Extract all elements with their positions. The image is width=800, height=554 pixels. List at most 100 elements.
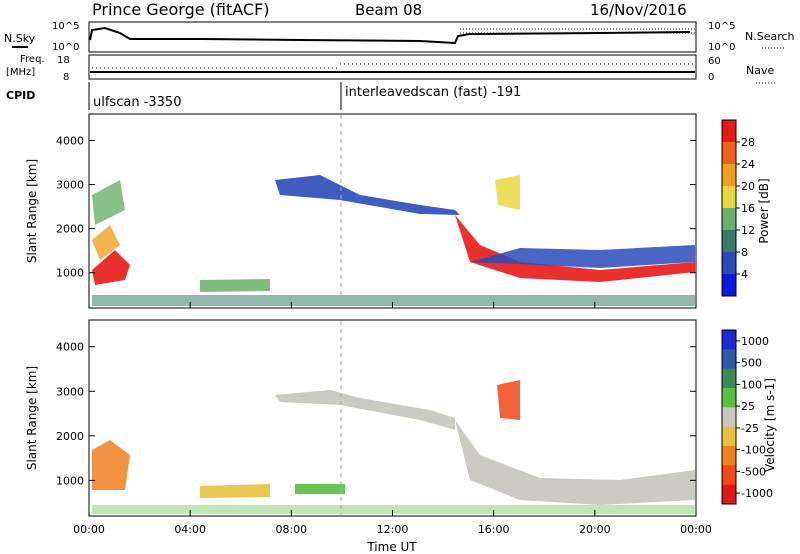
velocity-colorbar-frame: [721, 329, 737, 505]
velocity-colorbar-swatch: [722, 484, 736, 505]
power-colorbar-swatch: [722, 142, 736, 165]
velocity-xtick-label: 20:00: [579, 523, 611, 536]
power-ytick-label: 4000: [56, 134, 84, 147]
power-colorbar-tick-label: 4: [741, 268, 748, 281]
velocity-colorbar-tick-label: -100: [741, 444, 766, 457]
power-echo-region: [275, 175, 460, 215]
freq-tick-low: 8: [63, 72, 69, 83]
power-colorbar-tick-label: 28: [741, 136, 755, 149]
nsky-tick-high: 10^5: [52, 21, 79, 32]
power-colorbar-swatch: [722, 186, 736, 209]
station-title: Prince George (fitACF): [92, 0, 270, 19]
velocity-colorbar-swatch: [722, 368, 736, 389]
velocity-colorbar-swatch: [722, 446, 736, 466]
velocity-colorbar-swatch: [722, 465, 736, 486]
nsearch-tick-high: 10^5: [708, 21, 735, 32]
velocity-colorbar-swatch: [722, 388, 736, 408]
power-colorbar-tick-label: 20: [741, 180, 755, 193]
velocity-xtick-label: 08:00: [275, 523, 307, 536]
nsky-tick-low: 10^0: [52, 42, 79, 53]
power-echo-region: [495, 175, 520, 210]
freq-tick-high: 18: [57, 55, 70, 66]
power-colorbar-tick-label: 24: [741, 158, 755, 171]
power-ytick-label: 1000: [56, 267, 84, 280]
velocity-ytick-label: 1000: [56, 474, 84, 487]
velocity-ytick-label: 2000: [56, 430, 84, 443]
velocity-echo-region: [497, 380, 520, 420]
power-echo-region: [92, 250, 130, 285]
power-colorbar-tick-label: 16: [741, 202, 755, 215]
velocity-x-ticks: 00:00 04:00 08:00 12:00 16:00 20:00 00:00: [73, 302, 712, 536]
beam-label: Beam 08: [355, 1, 422, 19]
velocity-colorbar-tick-label: 100: [741, 378, 762, 391]
velocity-colorbar-tick-label: 1000: [741, 335, 769, 348]
velocity-ytick-label: 3000: [56, 385, 84, 398]
velocity-echo-region: [92, 440, 130, 490]
power-panel: Slant Range [km] 1000 2000 3000 4000 4 8 12 16…: [25, 113, 771, 309]
power-echo-region: [455, 215, 695, 282]
velocity-xtick-label: 16:00: [478, 523, 510, 536]
cpid-label: CPID: [6, 89, 35, 102]
velocity-xtick-label: 00:00: [73, 523, 105, 536]
velocity-y-ticks: 1000 2000 3000 4000: [56, 341, 696, 487]
velocity-colorbar-tick-label: 25: [741, 400, 755, 413]
power-colorbar-swatch: [722, 164, 736, 187]
power-colorbar-swatch: [722, 274, 736, 297]
velocity-xlabel: Time UT: [366, 540, 417, 554]
power-colorbar-tick-label: 12: [741, 224, 755, 237]
noise-strip: N.Sky 10^5 10^0 10^5 10^0 N.Search: [4, 21, 795, 53]
power-echo-region: [470, 245, 695, 268]
velocity-colorbar-swatch: [722, 407, 736, 428]
velocity-colorbar-swatch: [722, 330, 736, 350]
cpid-strip: CPID ulfscan -3350 interleavedscan (fast…: [6, 82, 521, 110]
velocity-colorbar-tick-label: 500: [741, 357, 762, 370]
velocity-colorbar-swatch: [722, 349, 736, 370]
power-colorbar-tick-label: 8: [741, 246, 748, 259]
nsearch-trace: [460, 28, 695, 34]
power-colorbar-swatch: [722, 120, 736, 143]
nsearch-tick-low: 10^0: [708, 42, 735, 53]
power-colorbar-label: Power [dB]: [757, 178, 771, 243]
nsearch-label: N.Search: [745, 30, 795, 43]
nave-tick-high: 60: [708, 56, 721, 67]
power-ylabel: Slant Range [km]: [25, 159, 39, 263]
freq-unit: [MHz]: [6, 67, 35, 78]
nave-label: Nave: [746, 64, 774, 77]
velocity-echo-region: [295, 484, 345, 494]
velocity-colorbar-tick-label: -25: [741, 422, 759, 435]
velocity-xtick-label: 00:00: [680, 523, 712, 536]
nsky-trace: [89, 26, 691, 45]
velocity-scatter-regions: [92, 380, 695, 514]
cpid-interleavedscan: interleavedscan (fast) -191: [345, 85, 521, 100]
power-colorbar-swatch: [722, 230, 736, 253]
velocity-xtick-label: 12:00: [377, 523, 409, 536]
power-echo-region: [200, 279, 270, 292]
velocity-colorbar-swatch: [722, 426, 736, 447]
power-ytick-label: 2000: [56, 223, 84, 236]
velocity-colorbar: 1000 500 100 25 -25 -100 -500 -1000: [721, 329, 773, 505]
velocity-echo-region: [200, 484, 270, 498]
power-ytick-label: 3000: [56, 179, 84, 192]
freq-label: Freq.: [20, 54, 45, 65]
velocity-colorbar-tick-label: -500: [741, 465, 766, 478]
velocity-ylabel: Slant Range [km]: [25, 366, 39, 470]
power-echo-region: [92, 180, 125, 225]
velocity-echo-region: [455, 420, 695, 505]
freq-strip: Freq. [MHz] 18 8 60 0 Nave: [6, 54, 776, 84]
velocity-echo-region: [275, 390, 455, 430]
velocity-colorbar-label: Velocity [m s-1]: [763, 378, 777, 472]
date-label: 16/Nov/2016: [590, 1, 687, 19]
power-colorbar: 4 8 12 16 20 24 28: [721, 119, 755, 297]
power-y-ticks: 1000 2000 3000 4000: [56, 134, 696, 280]
nave-tick-low: 0: [708, 72, 714, 83]
cpid-ulfscan: ulfscan -3350: [93, 95, 181, 110]
velocity-xtick-label: 04:00: [174, 523, 206, 536]
velocity-colorbar-tick-label: -1000: [741, 487, 773, 500]
velocity-ytick-label: 4000: [56, 341, 84, 354]
power-echo-region: [92, 225, 120, 260]
nsky-label: N.Sky: [4, 32, 36, 45]
power-echo-region: [92, 295, 695, 306]
power-colorbar-swatch: [722, 208, 736, 231]
